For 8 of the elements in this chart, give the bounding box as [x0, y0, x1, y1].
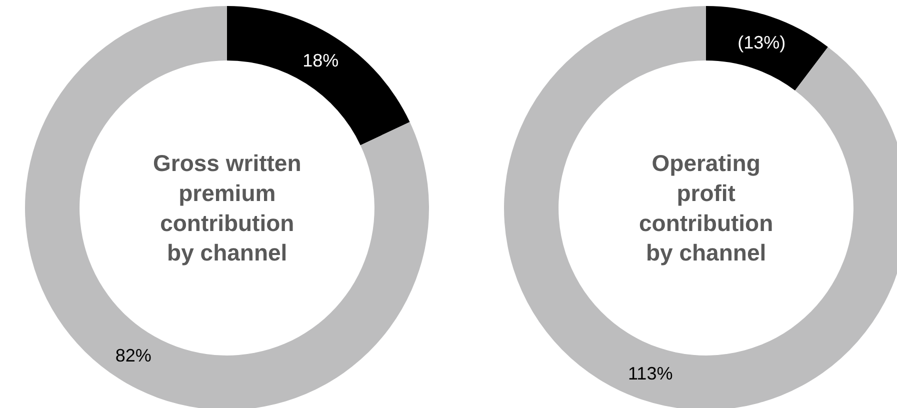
data-label: 113% — [628, 364, 673, 384]
text: Gross written premium contribution by channel — [153, 150, 302, 266]
data-label: (13%) — [738, 32, 786, 52]
text: Operating profit contribution by channel — [639, 150, 774, 266]
data-label: 82% — [115, 346, 152, 366]
data-label: 18% — [302, 50, 339, 70]
donut-slice — [227, 6, 410, 146]
donut-slice — [25, 6, 429, 408]
